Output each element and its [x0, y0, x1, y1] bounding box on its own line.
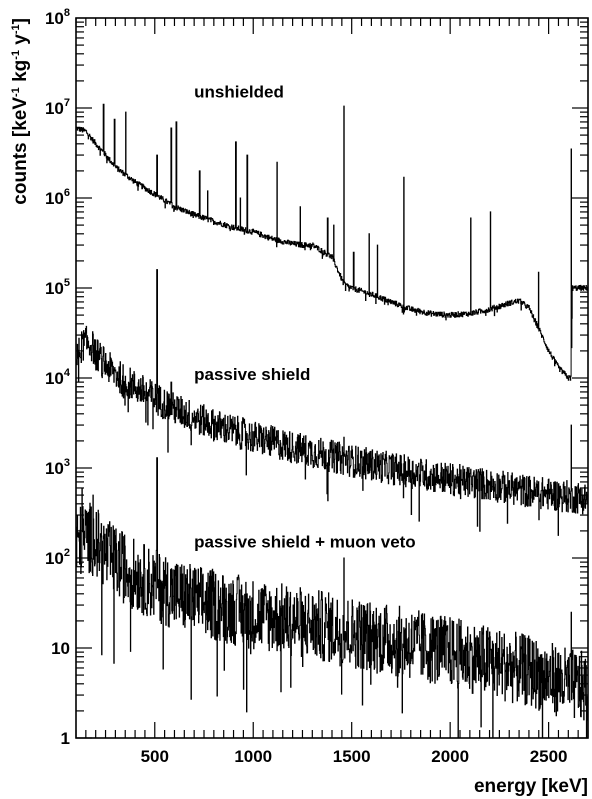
y-tick-exp: 3 [64, 457, 70, 469]
y-tick-base: 10 [45, 189, 64, 208]
y-axis-title-exp-2: -1 [10, 50, 22, 60]
y-tick-base: 10 [45, 549, 64, 568]
series-label-passive-shield-muon-veto: passive shield + muon veto [194, 533, 416, 552]
y-tick-exp: 7 [64, 97, 70, 109]
x-axis-title: energy [keV] [474, 776, 588, 797]
y-tick-exp: 6 [64, 187, 70, 199]
x-tick-label: 1500 [333, 747, 371, 766]
y-axis-title-kg: kg [10, 60, 31, 87]
series-0-line [75, 103, 589, 381]
series-layer [75, 103, 589, 739]
series-label-unshielded: unshielded [194, 83, 284, 102]
y-tick-base: 10 [45, 279, 64, 298]
y-tick-label: 103 [45, 457, 70, 478]
y-tick-base: 10 [45, 369, 64, 388]
y-tick-label: 102 [45, 547, 70, 568]
y-axis-title-main: counts [keV [10, 97, 31, 205]
y-tick-label: 106 [45, 187, 70, 208]
x-tick-label: 2500 [530, 747, 568, 766]
y-tick-label: 107 [45, 97, 70, 118]
y-tick-base: 10 [45, 9, 64, 28]
y-tick-label: 105 [45, 277, 70, 298]
y-tick-exp: 2 [64, 547, 70, 559]
y-tick-label: 104 [45, 367, 71, 388]
y-tick-base: 10 [45, 99, 64, 118]
y-tick-label: 1 [61, 729, 70, 748]
series-label-passive-shield: passive shield [194, 365, 310, 384]
y-tick-base: 1 [61, 729, 70, 748]
x-tick-label: 1000 [234, 747, 272, 766]
y-axis-title-exp-1: -1 [10, 87, 22, 97]
series-1-line [75, 269, 589, 536]
x-axis-ticks: 500 1000 1500 2000 2500 [75, 18, 589, 766]
y-tick-label: 10 [51, 639, 70, 658]
y-axis-title-y: y [10, 34, 31, 50]
y-tick-base: 10 [51, 639, 70, 658]
y-tick-label: 108 [45, 7, 70, 28]
y-tick-exp: 4 [64, 367, 71, 379]
x-tick-label: 500 [141, 747, 169, 766]
y-axis-title: counts [keV-1 kg-1 y-1] [10, 18, 31, 205]
y-axis-title-close: ] [10, 18, 31, 24]
y-tick-exp: 8 [64, 7, 70, 19]
x-tick-label: 2000 [431, 747, 469, 766]
y-tick-exp: 5 [64, 277, 70, 289]
series-2-line [75, 457, 589, 739]
y-tick-base: 10 [45, 459, 64, 478]
y-axis-title-exp-3: -1 [10, 24, 22, 34]
